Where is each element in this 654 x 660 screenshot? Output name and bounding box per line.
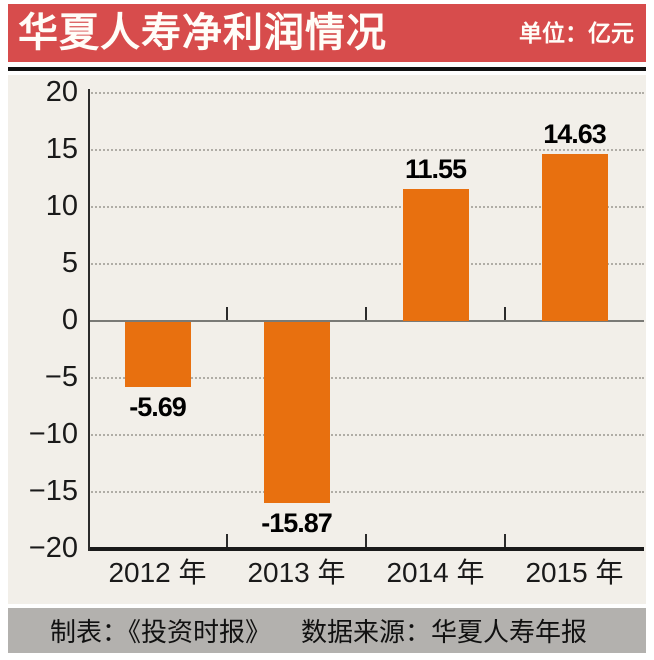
category-tick	[365, 307, 367, 320]
y-axis-tick-label: −10	[28, 418, 78, 450]
y-axis-tick-label: 10	[45, 190, 78, 222]
y-axis-line	[88, 89, 90, 551]
y-axis-tick-label: −5	[44, 361, 78, 393]
x-axis-category-label: 2015 年	[525, 557, 624, 588]
bar-2012 年	[124, 322, 191, 387]
gridline	[88, 377, 644, 379]
bar-2015 年	[541, 154, 608, 321]
header-divider	[8, 67, 646, 71]
bar-value-label: 14.63	[543, 119, 607, 150]
category-tick	[504, 307, 506, 320]
zero-gridline	[88, 320, 644, 322]
net-profit-bar-chart: 20 15 10 5 0 −5 −10 −15 −20 -5.69 2012 年 -15.87 2013…	[8, 75, 646, 604]
gridline	[88, 434, 644, 436]
bar-2014 年	[402, 189, 469, 321]
page-title: 华夏人寿净利润情况	[18, 11, 387, 55]
y-axis-tick-label: −20	[28, 532, 78, 564]
y-axis-tick-label: 20	[45, 76, 78, 108]
gridline	[88, 149, 644, 151]
source-text: 数据来源：华夏人寿年报	[301, 617, 588, 647]
header-banner: 华夏人寿净利润情况 单位：亿元	[8, 4, 646, 62]
y-axis-tick-label: 0	[61, 304, 78, 336]
gridline	[88, 263, 644, 265]
category-tick	[504, 534, 506, 547]
gridline	[88, 92, 644, 94]
category-tick	[365, 534, 367, 547]
category-tick	[226, 307, 228, 320]
bar-value-label: 11.55	[404, 154, 467, 185]
bar-value-label: -5.69	[129, 391, 187, 422]
category-tick	[226, 534, 228, 547]
credit-text: 制表：《投资时报》	[50, 617, 272, 647]
unit-label: 单位：亿元	[519, 19, 634, 46]
y-axis-tick-label: 15	[45, 133, 78, 165]
y-axis-tick-label: 5	[61, 247, 78, 279]
bar-value-label: -15.87	[261, 507, 333, 538]
bar-2013 年	[263, 322, 330, 503]
x-axis-category-label: 2013 年	[247, 557, 346, 588]
gridline	[88, 206, 644, 208]
gridline	[88, 491, 644, 493]
x-axis-category-label: 2014 年	[386, 557, 485, 588]
x-axis-category-label: 2012 年	[108, 557, 207, 588]
x-axis-line	[88, 547, 644, 551]
footer-bar: 制表：《投资时报》 数据来源：华夏人寿年报	[8, 608, 646, 653]
y-axis-tick-label: −15	[28, 475, 78, 507]
